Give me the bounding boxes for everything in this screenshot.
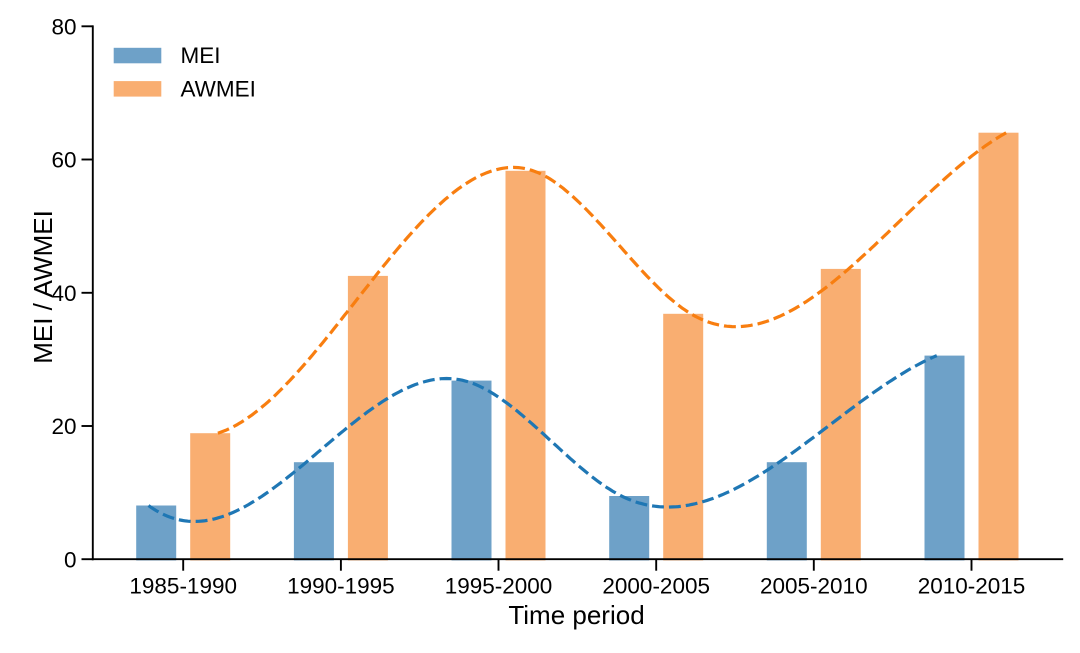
svg-text:MEI: MEI bbox=[181, 43, 221, 68]
svg-text:AWMEI: AWMEI bbox=[181, 77, 256, 102]
svg-text:20: 20 bbox=[51, 414, 76, 439]
svg-text:40: 40 bbox=[51, 281, 76, 306]
svg-text:80: 80 bbox=[51, 15, 76, 40]
svg-text:0: 0 bbox=[64, 547, 77, 572]
svg-text:Time period: Time period bbox=[508, 600, 644, 630]
svg-text:1990-1995: 1990-1995 bbox=[287, 574, 395, 599]
svg-text:2000-2005: 2000-2005 bbox=[602, 574, 710, 599]
svg-text:2005-2010: 2005-2010 bbox=[760, 574, 868, 599]
svg-text:60: 60 bbox=[51, 148, 76, 173]
svg-text:1995-2000: 1995-2000 bbox=[445, 574, 553, 599]
svg-text:2010-2015: 2010-2015 bbox=[918, 574, 1026, 599]
svg-text:MEI / AWMEI: MEI / AWMEI bbox=[28, 210, 58, 364]
svg-text:1985-1990: 1985-1990 bbox=[129, 574, 237, 599]
